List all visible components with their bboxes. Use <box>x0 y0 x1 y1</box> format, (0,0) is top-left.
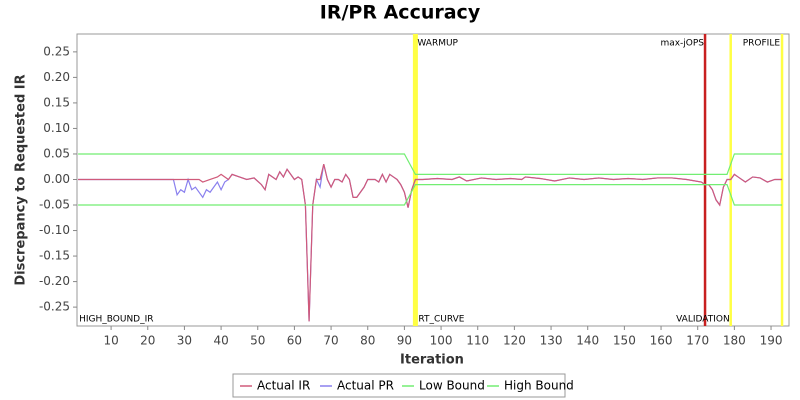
y-tick-label: -0.15 <box>39 249 70 263</box>
x-tick-label: 60 <box>287 334 302 348</box>
x-tick-label: 90 <box>397 334 412 348</box>
y-tick-label: 0.25 <box>43 44 70 58</box>
x-tick-label: 170 <box>686 334 709 348</box>
y-axis-title: Discrepancy to Requested IR <box>14 74 29 285</box>
annotation: WARMUP <box>417 39 458 49</box>
series-line <box>78 183 783 206</box>
x-tick-label: 140 <box>576 334 599 348</box>
legend <box>232 373 566 398</box>
legend-label: Low Bound <box>419 379 485 393</box>
x-tick-label: 40 <box>213 334 228 348</box>
x-tick-label: 190 <box>760 334 783 348</box>
x-tick-label: 50 <box>250 334 265 348</box>
y-tick-label: 0.20 <box>43 70 70 84</box>
x-tick-label: 150 <box>613 334 636 348</box>
y-tick-label: -0.25 <box>39 300 70 314</box>
x-tick-label: 30 <box>177 334 192 348</box>
y-tick-label: 0.10 <box>43 121 70 135</box>
x-tick-label: 80 <box>360 334 375 348</box>
legend-label: Actual PR <box>337 379 394 393</box>
x-tick-label: 10 <box>103 334 118 348</box>
x-tick-label: 180 <box>723 334 746 348</box>
x-tick-label: 20 <box>140 334 155 348</box>
annotation: HIGH_BOUND_IR <box>79 315 153 325</box>
legend-label: Actual IR <box>257 379 310 393</box>
x-tick-label: 160 <box>650 334 673 348</box>
x-tick-label: 70 <box>323 334 338 348</box>
annotation: VALIDATION <box>676 315 730 325</box>
y-tick-label: 0.05 <box>43 146 70 160</box>
annotation: max-jOPS <box>660 39 704 49</box>
y-tick-label: -0.20 <box>39 274 70 288</box>
x-tick-label: 130 <box>540 334 563 348</box>
legend-label: High Bound <box>504 379 574 393</box>
y-tick-label: -0.10 <box>39 223 70 237</box>
y-tick-label: -0.05 <box>39 198 70 212</box>
chart-title: IR/PR Accuracy <box>320 2 481 24</box>
annotation: PROFILE <box>743 39 781 49</box>
x-tick-label: 110 <box>466 334 489 348</box>
x-tick-label: 100 <box>430 334 453 348</box>
y-tick-label: 0.00 <box>43 172 70 186</box>
y-tick-label: 0.15 <box>43 95 70 109</box>
x-tick-label: 120 <box>503 334 526 348</box>
x-axis-title: Iteration <box>400 353 464 368</box>
annotation: RT_CURVE <box>418 315 464 325</box>
series-line <box>78 153 783 175</box>
